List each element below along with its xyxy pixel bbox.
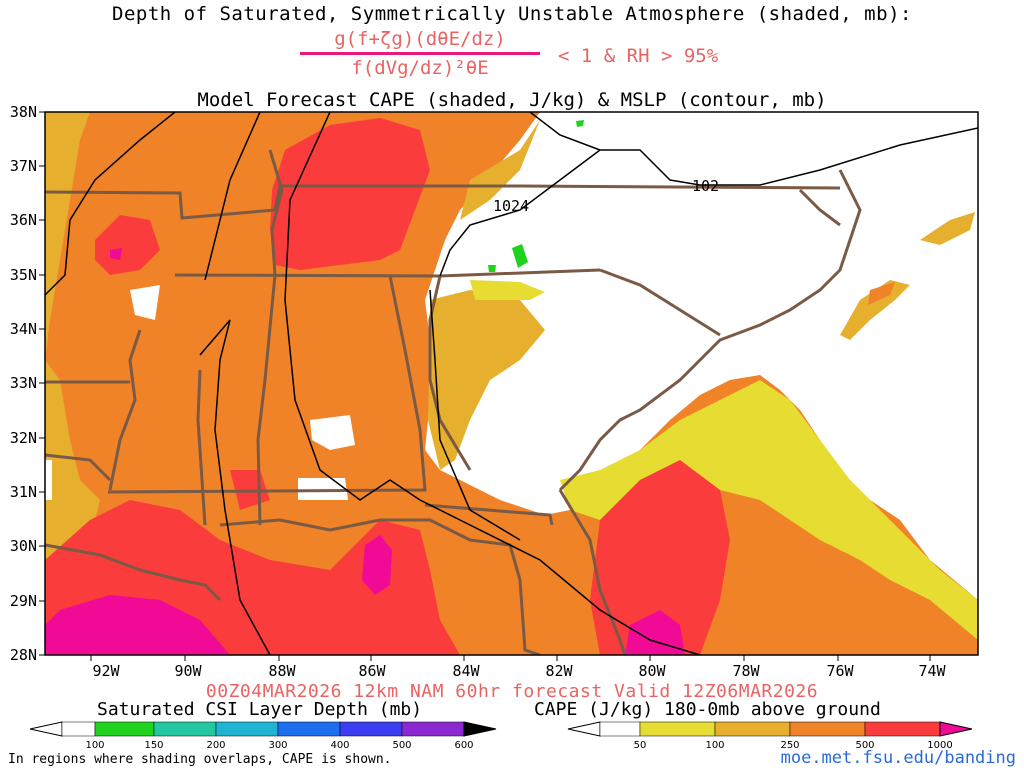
isobars (45, 112, 978, 655)
lon-label: 82W (545, 662, 573, 680)
lon-label: 90W (174, 662, 202, 680)
lat-label: 33N (10, 374, 37, 392)
isobar-label: 1024 (493, 197, 529, 215)
lat-label: 30N (10, 537, 37, 555)
lat-label: 37N (10, 157, 37, 175)
fraction-bar (300, 52, 540, 55)
formula-denominator: f(dVg/dz)²θE (351, 57, 489, 79)
csi-tick: 600 (454, 740, 473, 751)
cape-100-region (45, 112, 90, 360)
formula: g(f+ζg)(dθE/dz) f(dVg/dz)²θE (300, 28, 540, 79)
lat-label: 28N (10, 646, 37, 664)
lon-axis: 92W 90W 88W 86W 84W 82W 80W 78W 76W 74W (90, 655, 947, 680)
cape-tick: 50 (634, 740, 647, 751)
csi-tick: 200 (206, 740, 225, 751)
lat-label: 32N (10, 429, 37, 447)
csi-colorbar-title: Saturated CSI Layer Depth (mb) (97, 699, 423, 720)
isobar-label: 102 (692, 177, 719, 195)
valid-time: 00Z04MAR2026 12km NAM 60hr forecast Vali… (205, 681, 819, 702)
cape-shading (45, 112, 978, 655)
lat-label: 31N (10, 483, 37, 501)
formula-numerator: g(f+ζg)(dθE/dz) (334, 28, 506, 50)
cape-colorbar: 50 100 250 500 1000 (567, 721, 973, 751)
lon-label: 92W (92, 662, 120, 680)
source-url[interactable]: moe.met.fsu.edu/banding (780, 748, 1016, 768)
csi-colorbar: 100 150 200 300 400 500 600 (29, 721, 497, 751)
cape-tick: 250 (780, 740, 799, 751)
csi-tick: 400 (330, 740, 349, 751)
csi-tick: 100 (85, 740, 104, 751)
lon-label: 74W (918, 662, 946, 680)
csi-tick: 500 (392, 740, 411, 751)
cape-tick: 100 (705, 740, 724, 751)
lon-label: 80W (638, 662, 666, 680)
lon-label: 86W (358, 662, 386, 680)
lat-label: 36N (10, 211, 37, 229)
lat-label: 35N (10, 266, 37, 284)
cape-tick: 500 (855, 740, 874, 751)
lat-label: 29N (10, 592, 37, 610)
lon-label: 88W (268, 662, 296, 680)
csi-region (512, 244, 528, 268)
overlap-note: In regions where shading overlaps, CAPE … (8, 752, 392, 767)
state-borders (45, 149, 862, 655)
lon-label: 78W (732, 662, 760, 680)
map-subtitle: Model Forecast CAPE (shaded, J/kg) & MSL… (197, 89, 827, 111)
csi-tick: 150 (144, 740, 163, 751)
formula-condition: < 1 & RH > 95% (558, 45, 719, 67)
lon-label: 76W (826, 662, 854, 680)
map-title: Depth of Saturated, Symmetrically Unstab… (112, 3, 912, 25)
cape-colorbar-title: CAPE (J/kg) 180-0mb above ground (534, 699, 881, 720)
lat-label: 38N (10, 103, 37, 121)
cape-1000-region (45, 595, 230, 655)
lat-axis: 38N 37N 36N 35N 34N 33N 32N 31N 30N 29N … (10, 103, 45, 664)
lon-label: 84W (452, 662, 480, 680)
csi-tick: 300 (268, 740, 287, 751)
cape-tick: 1000 (927, 740, 952, 751)
lat-label: 34N (10, 320, 37, 338)
